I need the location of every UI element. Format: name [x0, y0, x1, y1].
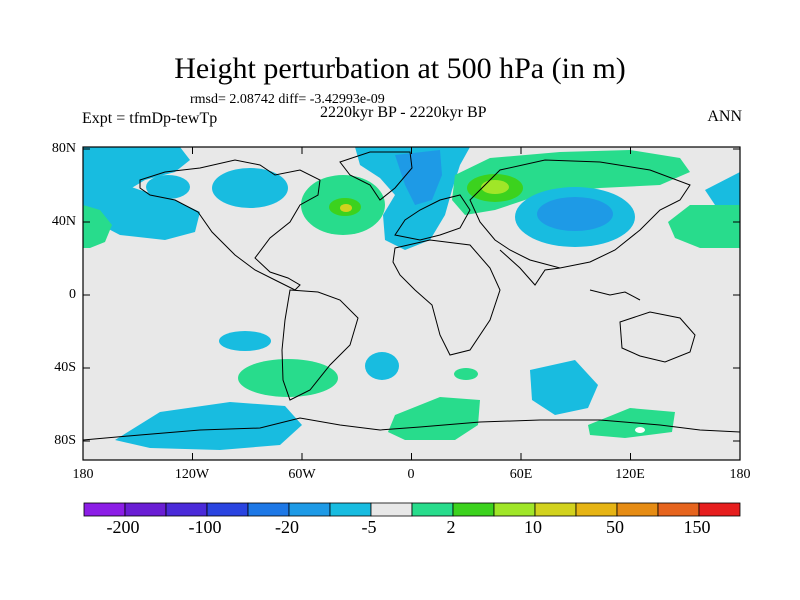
colorbar-swatch [83, 502, 126, 517]
colorbar-swatch [370, 502, 413, 517]
anomaly-peak-region [481, 180, 509, 194]
anomaly-peak-region [340, 204, 352, 212]
anomaly-negative-region [212, 168, 288, 208]
colorbar-swatch [534, 502, 577, 517]
anomaly-positive-region [388, 397, 480, 440]
anomaly-negative-region [83, 170, 200, 240]
plot-subtitle: 2220kyr BP - 2220kyr BP [320, 104, 487, 121]
colorbar-label: 150 [683, 517, 711, 537]
colorbar-swatch [247, 502, 290, 517]
lon-label: 60E [509, 467, 533, 482]
colorbar-label: -20 [275, 517, 299, 537]
anomaly-negative-region [219, 331, 271, 351]
experiment-label: Expt = tfmDp-tewTp [82, 110, 218, 127]
lon-label: 120W [174, 467, 210, 482]
anomaly-negative-region [115, 402, 302, 450]
anomaly-positive-region [238, 359, 338, 397]
colorbar-swatch [657, 502, 700, 517]
colorbar-swatch [698, 502, 741, 517]
lon-label: 180 [72, 467, 94, 482]
colorbar-swatch [616, 502, 659, 517]
lon-label: 180 [729, 467, 751, 482]
anomaly-positive-region [83, 205, 112, 248]
lat-label: 40N [51, 214, 76, 229]
anomaly-negative-region [146, 175, 190, 199]
anomaly-positive-region [668, 205, 740, 248]
colorbar-swatch [411, 502, 454, 517]
anomaly-negative-region [705, 172, 740, 205]
colorbar-swatch [288, 502, 331, 517]
colorbar [83, 502, 741, 517]
colorbar-swatch [452, 502, 495, 517]
lon-label: 60W [288, 467, 316, 482]
colorbar-label: -100 [188, 517, 222, 537]
colorbar-label: 10 [524, 517, 542, 537]
lon-label: 120E [615, 467, 645, 482]
anomaly-negative-region [530, 360, 598, 415]
stats-line: rmsd= 2.08742 diff= -3.42993e-09 [190, 92, 385, 107]
lat-label: 40S [54, 360, 76, 375]
colorbar-swatch [575, 502, 618, 517]
colorbar-label: 50 [606, 517, 624, 537]
anomaly-peak-region [635, 427, 645, 433]
colorbar-swatch [124, 502, 167, 517]
season-label: ANN [707, 108, 742, 125]
colorbar-swatch [329, 502, 372, 517]
colorbar-swatch [206, 502, 249, 517]
lat-label: 0 [69, 287, 76, 302]
anomaly-fields [83, 147, 740, 450]
lat-label: 80N [51, 141, 76, 156]
colorbar-swatch [165, 502, 208, 517]
anomaly-negative-region [537, 197, 613, 231]
lat-label: 80S [54, 433, 76, 448]
colorbar-label: -5 [361, 517, 377, 537]
axis-ticks [82, 147, 741, 460]
anomaly-positive-region [454, 368, 478, 380]
colorbar-label: -200 [106, 517, 140, 537]
anomaly-negative-region [365, 352, 399, 380]
colorbar-swatch [493, 502, 536, 517]
anomaly-negative-region [395, 150, 442, 205]
coastlines [83, 151, 740, 441]
lon-label: 0 [407, 467, 415, 482]
plot-title: Height perturbation at 500 hPa (in m) [174, 52, 626, 85]
colorbar-label: 2 [446, 517, 456, 537]
